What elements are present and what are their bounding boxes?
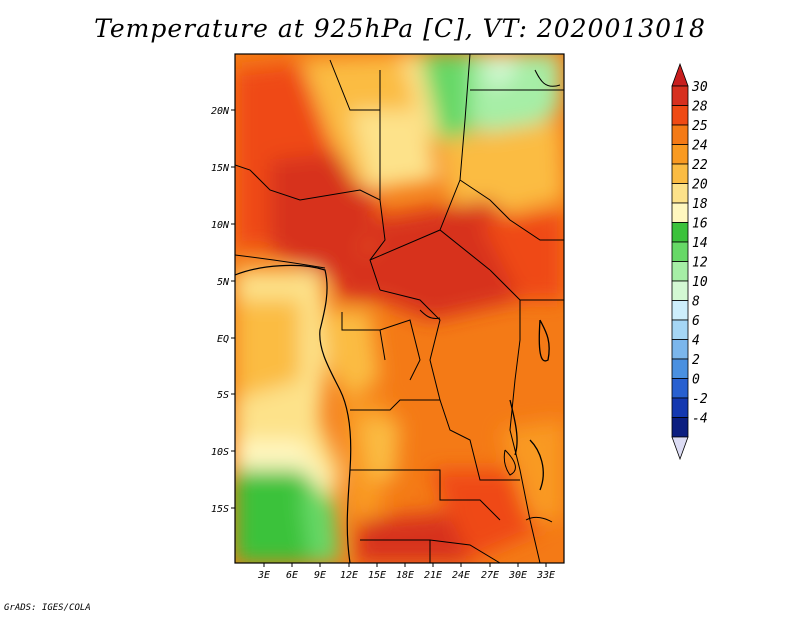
axis-ticks: 20N 15N 10N 5N EQ 5S 10S 15S 3E 6E 9E 12E 15E 18E 21E 2… bbox=[211, 106, 555, 581]
colorbar-label: 10 bbox=[692, 275, 708, 290]
lat-tick-label: 5N bbox=[217, 277, 230, 288]
colorbar-label: 16 bbox=[692, 217, 708, 232]
colorbar-segment bbox=[671, 280, 689, 301]
colorbar-segment bbox=[671, 319, 689, 340]
colorbar-label: 20 bbox=[692, 178, 708, 193]
colorbar-segment bbox=[671, 183, 689, 204]
lat-tick-label: 10S bbox=[211, 447, 229, 458]
lat-tick-label: 10N bbox=[211, 220, 230, 231]
lon-tick-label: 15E bbox=[368, 570, 386, 581]
country-boundaries bbox=[235, 54, 564, 563]
colorbar-segment bbox=[671, 417, 689, 438]
lat-tick-label: 20N bbox=[211, 106, 230, 117]
colorbar-segment bbox=[671, 202, 689, 223]
colorbar-segment bbox=[671, 105, 689, 126]
colorbar-label: 30 bbox=[691, 80, 708, 95]
lat-tick-label: 15N bbox=[211, 163, 230, 174]
colorbar-label: 28 bbox=[692, 100, 708, 115]
colorbar-top-cap bbox=[671, 62, 689, 87]
map-title: Temperature at 925hPa [C], VT: 202001301… bbox=[94, 14, 706, 43]
lon-tick-label: 9E bbox=[314, 570, 326, 581]
colorbar-segment bbox=[671, 261, 689, 282]
colorbar-segment bbox=[671, 85, 689, 106]
colorbar-label: 12 bbox=[692, 256, 708, 271]
lat-tick-label: 15S bbox=[211, 504, 229, 515]
colorbar-bottom-cap bbox=[671, 436, 689, 461]
colorbar-label: 14 bbox=[692, 236, 708, 251]
colorbar-segment bbox=[671, 358, 689, 379]
colorbar-label: 18 bbox=[692, 197, 708, 212]
colorbar-segment bbox=[671, 222, 689, 243]
map-frame bbox=[234, 53, 565, 564]
grads-credit: GrADS: IGES/COLA bbox=[4, 603, 91, 613]
colorbar-label: 0 bbox=[692, 373, 700, 388]
colorbar-segment bbox=[671, 144, 689, 165]
lon-tick-label: 18E bbox=[396, 570, 414, 581]
lon-tick-label: 12E bbox=[340, 570, 358, 581]
lon-tick-label: 3E bbox=[257, 570, 270, 581]
colorbar-label: 2 bbox=[692, 353, 700, 368]
colorbar-segment bbox=[671, 397, 689, 418]
colorbar-segment bbox=[671, 241, 689, 262]
colorbar-label: 25 bbox=[692, 119, 708, 134]
temperature-field bbox=[235, 54, 564, 563]
lon-tick-label: 21E bbox=[424, 570, 442, 581]
colorbar-label: -4 bbox=[692, 412, 708, 427]
lon-tick-label: 30E bbox=[508, 570, 527, 581]
colorbar-segment bbox=[671, 300, 689, 321]
colorbar-label: -2 bbox=[692, 392, 708, 407]
colorbar-label: 6 bbox=[692, 314, 700, 329]
lon-tick-label: 24E bbox=[452, 570, 470, 581]
colorbar-label: 22 bbox=[692, 158, 708, 173]
lon-tick-label: 27E bbox=[481, 570, 499, 581]
colorbar-label: 24 bbox=[692, 139, 708, 154]
lat-tick-label: EQ bbox=[217, 334, 229, 345]
colorbar-label: 4 bbox=[692, 334, 700, 349]
colorbar-segment bbox=[671, 163, 689, 184]
lon-tick-label: 6E bbox=[286, 570, 298, 581]
lat-tick-label: 5S bbox=[217, 390, 229, 401]
colorbar-label: 8 bbox=[692, 295, 700, 310]
colorbar-segment bbox=[671, 124, 689, 145]
colorbar-segment bbox=[671, 339, 689, 360]
colorbar-segment bbox=[671, 378, 689, 399]
lon-tick-label: 33E bbox=[536, 570, 555, 581]
